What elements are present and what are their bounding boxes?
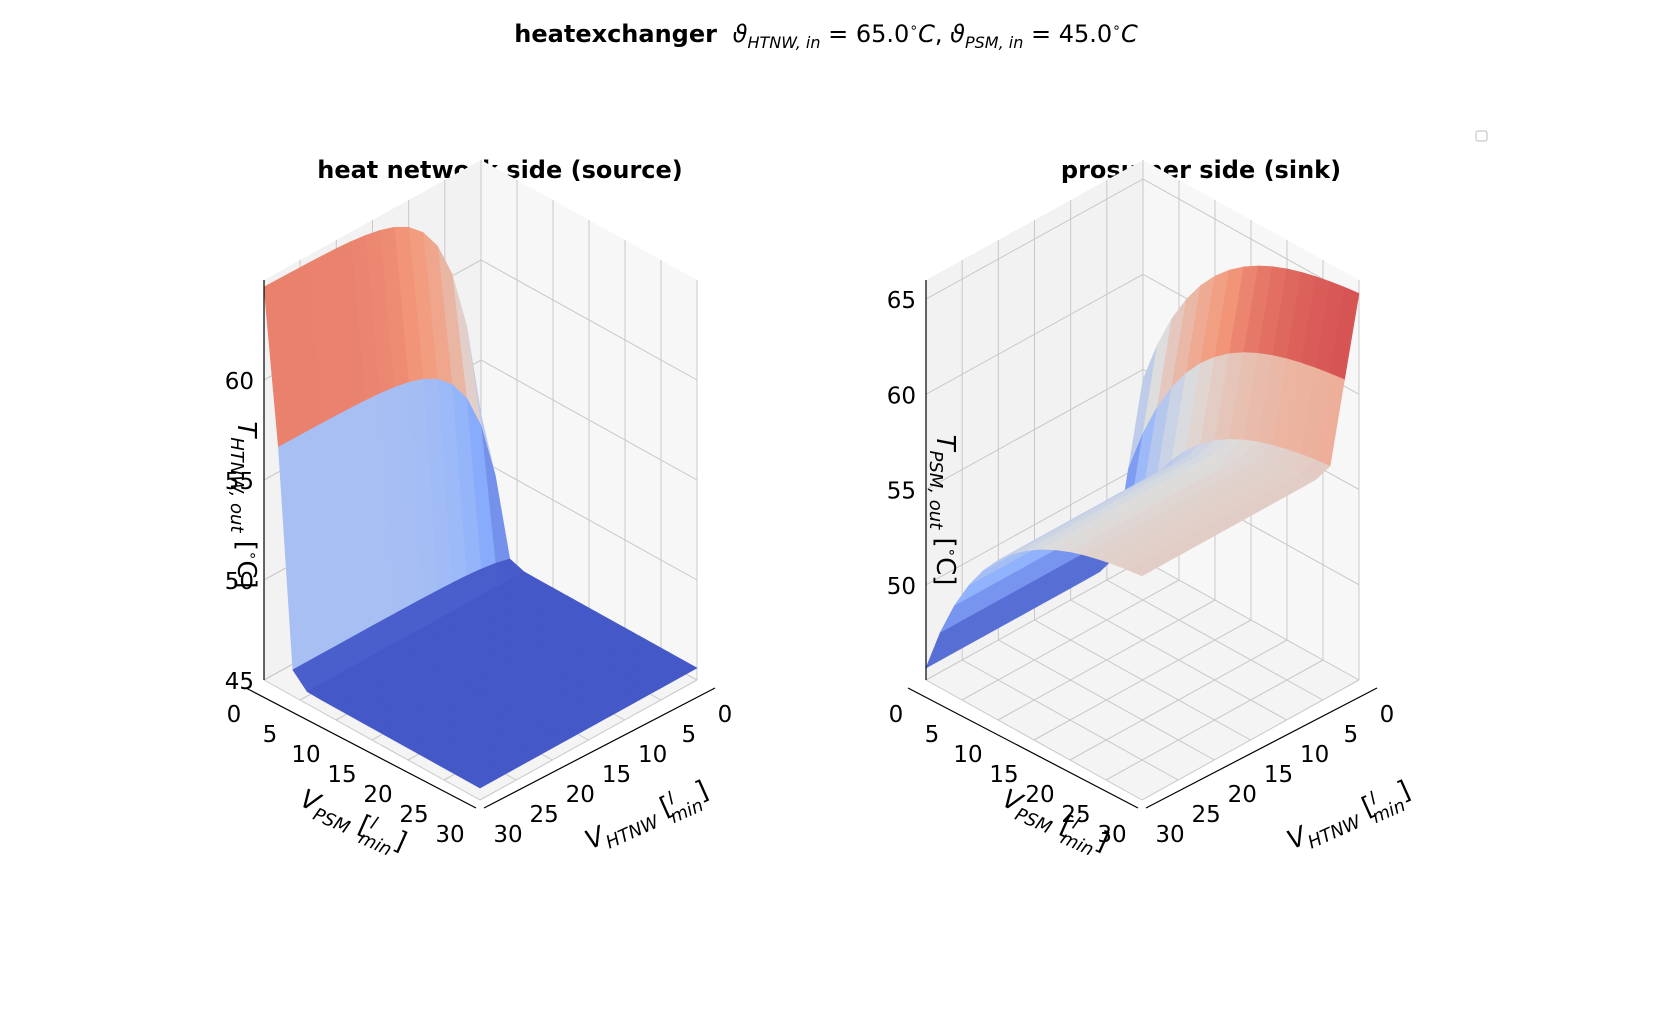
suptitle-deg2: ∘ bbox=[1112, 20, 1121, 36]
htnw-tick-label: 20 bbox=[1228, 782, 1257, 808]
grid-line bbox=[925, 178, 1360, 300]
surface-patch bbox=[1126, 561, 1158, 577]
z-tick-label: 60 bbox=[225, 369, 254, 395]
legend-box bbox=[1475, 130, 1488, 142]
surface-source bbox=[263, 226, 698, 789]
psm-tick-label: 20 bbox=[363, 782, 392, 808]
suptitle-eq1: = 65.0 bbox=[821, 20, 910, 48]
htnw-tick-label: 15 bbox=[1264, 762, 1293, 788]
psm-tick-label: 15 bbox=[989, 762, 1018, 788]
grid-line bbox=[479, 679, 698, 801]
psm-tick-label: 5 bbox=[925, 722, 940, 748]
surface-sink bbox=[925, 265, 1360, 669]
psm-tick-label: 30 bbox=[435, 822, 464, 848]
htnw-tick-label: 10 bbox=[638, 742, 667, 768]
svg-text:VHTNW [lmin]: VHTNW [lmin] bbox=[580, 774, 716, 863]
psm-tick-label: 15 bbox=[327, 762, 356, 788]
psm-tick-label: 10 bbox=[953, 742, 982, 768]
htnw-tick-label: 10 bbox=[1300, 742, 1329, 768]
suptitle-bold: heatexchanger bbox=[514, 20, 717, 48]
psm-tick-label: 10 bbox=[291, 742, 320, 768]
psm-tick-label: 0 bbox=[889, 702, 904, 728]
z-tick-label: 55 bbox=[225, 469, 254, 495]
htnw-tick-label: 15 bbox=[602, 762, 631, 788]
psm-axis-line bbox=[907, 687, 1139, 809]
z-tick-label: 65 bbox=[887, 288, 916, 314]
suptitle-unit1: C bbox=[918, 20, 935, 48]
htnw-tick-label: 30 bbox=[1155, 822, 1184, 848]
psm-axis-line bbox=[245, 687, 477, 809]
suptitle-deg1: ∘ bbox=[909, 20, 918, 36]
z-tick-label: 55 bbox=[887, 479, 916, 505]
htnw-tick-label: 5 bbox=[681, 722, 696, 748]
xlabel-source: VHTNW [lmin] bbox=[580, 774, 716, 863]
suptitle-comma: , bbox=[935, 20, 950, 48]
grid-line bbox=[1105, 659, 1324, 781]
figure-suptitle: heatexchanger ϑHTNW, in = 65.0∘C, ϑPSM, … bbox=[514, 20, 1138, 52]
z-tick-label: 45 bbox=[225, 669, 254, 695]
xlabel-sink: VHTNW [lmin] bbox=[1282, 774, 1418, 863]
suptitle-sub-psm: PSM, in bbox=[965, 33, 1023, 52]
z-tick-label: 50 bbox=[887, 574, 916, 600]
svg-text:VPSM [lmin]: VPSM [lmin] bbox=[292, 783, 411, 865]
grid-line bbox=[925, 679, 1143, 801]
z-tick-label: 60 bbox=[887, 383, 916, 409]
htnw-axis-line bbox=[483, 687, 716, 809]
htnw-tick-label: 0 bbox=[718, 702, 733, 728]
surface-patch bbox=[464, 771, 496, 789]
grid-line bbox=[263, 679, 481, 801]
suptitle-theta-psm: ϑ bbox=[950, 20, 965, 48]
ylabel-source: VPSM [lmin] bbox=[292, 783, 411, 865]
psm-tick-label: 30 bbox=[1097, 822, 1126, 848]
suptitle-sub-htnw: HTNW, in bbox=[747, 33, 820, 52]
suptitle-theta-htnw: ϑ bbox=[733, 20, 748, 48]
grid-line bbox=[1141, 679, 1360, 801]
psm-tick-label: 25 bbox=[399, 802, 428, 828]
htnw-tick-label: 25 bbox=[1192, 802, 1221, 828]
psm-tick-label: 25 bbox=[1061, 802, 1090, 828]
subplot-title-sink: prosumer side (sink) bbox=[1061, 156, 1341, 184]
svg-text:THTNW, out [∘C]: THTNW, out [∘C] bbox=[226, 421, 262, 588]
zlabel-sink: TPSM, out [∘C] bbox=[925, 435, 961, 586]
psm-tick-label: 0 bbox=[227, 702, 242, 728]
htnw-tick-label: 20 bbox=[566, 782, 595, 808]
suptitle-eq2: = 45.0 bbox=[1023, 20, 1112, 48]
psm-tick-label: 5 bbox=[263, 722, 278, 748]
htnw-tick-label: 5 bbox=[1343, 722, 1358, 748]
htnw-tick-label: 0 bbox=[1380, 702, 1395, 728]
svg-text:TPSM, out [∘C]: TPSM, out [∘C] bbox=[925, 435, 961, 586]
htnw-axis-line bbox=[1145, 687, 1378, 809]
psm-tick-label: 20 bbox=[1025, 782, 1054, 808]
svg-text:VHTNW [lmin]: VHTNW [lmin] bbox=[1282, 774, 1418, 863]
suptitle-unit2: C bbox=[1121, 20, 1138, 48]
z-tick-label: 50 bbox=[225, 569, 254, 595]
htnw-tick-label: 25 bbox=[530, 802, 559, 828]
zlabel-source: THTNW, out [∘C] bbox=[226, 421, 262, 588]
htnw-tick-label: 30 bbox=[493, 822, 522, 848]
